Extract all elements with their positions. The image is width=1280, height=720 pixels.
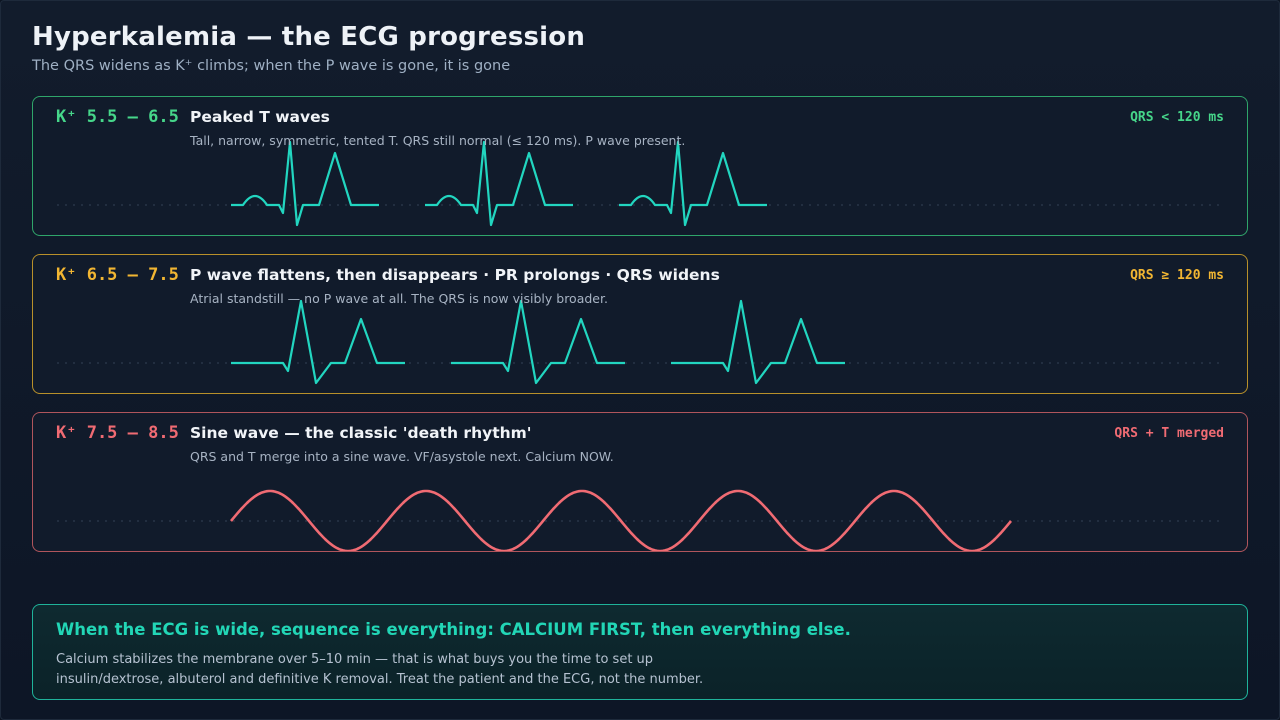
callout-body: Calcium stabilizes the membrane over 5–1… [56,652,704,687]
stage-title: Sine wave — the classic 'death rhythm' [190,424,532,442]
ecg-trace-wide-qrs [57,299,1223,385]
callout-headline: When the ECG is wide, sequence is everyt… [56,620,851,639]
qrs-badge: QRS < 120 ms [1130,110,1224,125]
stage-description: Atrial standstill — no P wave at all. Th… [190,291,608,306]
stage-title: Peaked T waves [190,108,330,126]
ecg-trace-peaked-t [57,140,1223,227]
calcium-callout: When the ECG is wide, sequence is everyt… [32,604,1248,700]
stage-description: QRS and T merge into a sine wave. VF/asy… [190,449,614,464]
qrs-badge: QRS ≥ 120 ms [1130,268,1224,283]
ecg-beat [671,299,845,385]
qrs-badge: QRS + T merged [1114,426,1224,441]
stage-title: P wave flattens, then disappears · PR pr… [190,266,720,284]
page-title: Hyperkalemia — the ECG progression [32,22,586,52]
potassium-range: K⁺ 6.5 – 7.5 [56,265,179,285]
ecg-beat [451,299,625,385]
stage-panel-sine-wave: K⁺ 7.5 – 8.5 Sine wave — the classic 'de… [32,412,1248,552]
ecg-beat [231,299,405,385]
ecg-beat [425,140,573,227]
potassium-range: K⁺ 5.5 – 6.5 [56,107,179,127]
stage-panel-peaked-t: K⁺ 5.5 – 6.5 Peaked T waves Tall, narrow… [32,96,1248,236]
page-subtitle: The QRS widens as K⁺ climbs; when the P … [32,58,511,74]
stage-panel-wide-qrs: K⁺ 6.5 – 7.5 P wave flattens, then disap… [32,254,1248,394]
potassium-range: K⁺ 7.5 – 8.5 [56,423,179,443]
ecg-beat [619,140,767,227]
sine-wave-trace [230,489,1012,551]
ecg-trace-sine-wave [57,489,1223,551]
stage-description: Tall, narrow, symmetric, tented T. QRS s… [190,133,686,148]
ecg-beat [231,140,379,227]
